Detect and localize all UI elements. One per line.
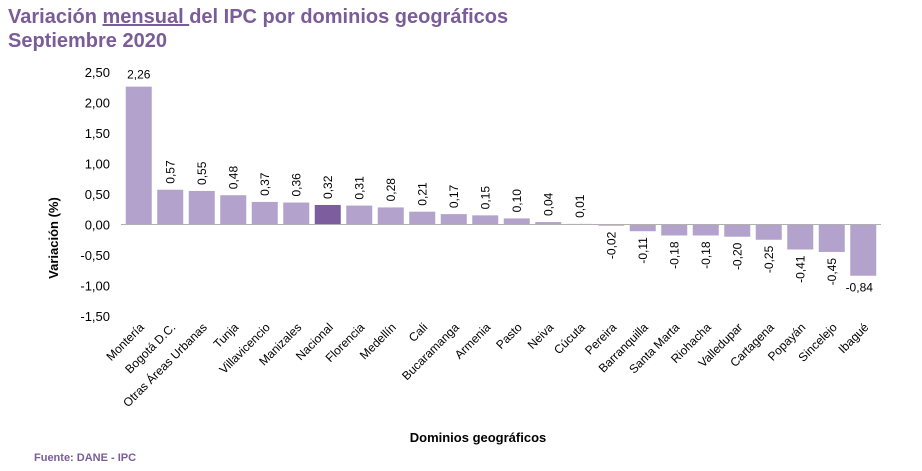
bar	[755, 224, 782, 240]
bar	[535, 222, 562, 225]
data-label: 0,55	[195, 161, 209, 185]
chart-title: Variación mensual del IPC por dominios g…	[8, 5, 508, 53]
bar	[472, 215, 499, 225]
data-label: 0,15	[478, 186, 492, 210]
category-label: Pasto	[493, 320, 525, 352]
data-label: -0,18	[699, 241, 713, 269]
data-label: 0,57	[163, 160, 177, 184]
category-label: Armenia	[452, 320, 494, 362]
data-label: -0,11	[636, 237, 650, 264]
chart-subtitle: Septiembre 2020	[8, 30, 167, 52]
title-part-2: del IPC por dominios geográficos	[189, 6, 509, 28]
bar	[157, 189, 184, 225]
category-label: Cúcuta	[551, 320, 588, 357]
bar	[314, 204, 341, 225]
bar	[850, 224, 877, 276]
bar	[818, 224, 845, 252]
bar	[125, 86, 152, 225]
data-label: -0,20	[730, 242, 744, 270]
title-part-1: Variación	[8, 6, 103, 28]
title-underlined-word: mensual	[102, 6, 190, 28]
data-label: 2,26	[127, 68, 151, 82]
data-label: 0,31	[352, 176, 366, 200]
bar	[503, 218, 530, 225]
data-label: 0,17	[447, 184, 461, 208]
bars	[125, 86, 877, 276]
data-label: -0,45	[825, 258, 839, 286]
data-labels: 2,26 0,57 0,55 0,48 0,37 0,36 0,32 0,31 0,28 0,21…	[127, 68, 873, 295]
bar	[188, 190, 215, 225]
data-label: 0,48	[226, 166, 240, 190]
bar	[409, 211, 436, 225]
bar	[346, 205, 373, 225]
bar	[661, 224, 688, 236]
data-label: 0,04	[541, 192, 555, 216]
bar	[692, 224, 719, 236]
bar	[629, 224, 656, 232]
y-tick-label: -0,50	[80, 248, 110, 263]
y-tick-label: 2,50	[85, 65, 110, 80]
data-label: -0,41	[793, 255, 807, 283]
bar	[724, 224, 751, 237]
x-axis-label: Dominios geográficos	[410, 430, 547, 445]
data-label: 0,01	[573, 194, 587, 218]
y-tick-label: -1,50	[80, 309, 110, 324]
data-label: 0,32	[321, 175, 335, 199]
y-tick-label: 1,00	[85, 157, 110, 172]
data-label: 0,21	[415, 182, 429, 206]
source-note: Fuente: DANE - IPC	[34, 452, 137, 464]
bar	[251, 201, 278, 225]
y-axis-label: Variación (%)	[46, 197, 61, 279]
bar	[787, 224, 814, 250]
data-label: -0,02	[604, 231, 618, 259]
y-tick-label: 1,50	[85, 126, 110, 141]
y-tick-label: 0,50	[85, 187, 110, 202]
y-tick-label: 0,00	[85, 218, 110, 233]
data-label: 0,37	[258, 172, 272, 196]
data-label: 0,28	[384, 178, 398, 202]
data-label: 0,10	[510, 189, 524, 213]
bar	[283, 202, 310, 225]
y-tick-label: -1,00	[80, 279, 110, 294]
data-label: -0,84	[846, 281, 874, 295]
y-tick-label: 2,00	[85, 96, 110, 111]
data-label: -0,25	[762, 245, 776, 273]
category-label: Cali	[406, 320, 431, 345]
bar	[440, 214, 467, 225]
y-axis-ticks: 2,50 2,00 1,50 1,00 0,50 0,00 -0,50 -1,00 -1,50	[80, 65, 110, 324]
bar	[220, 195, 247, 225]
data-label: 0,36	[289, 173, 303, 197]
bar	[598, 224, 625, 226]
category-label: Ibagué	[836, 320, 872, 356]
bar	[377, 207, 404, 225]
data-label: -0,18	[667, 241, 681, 269]
